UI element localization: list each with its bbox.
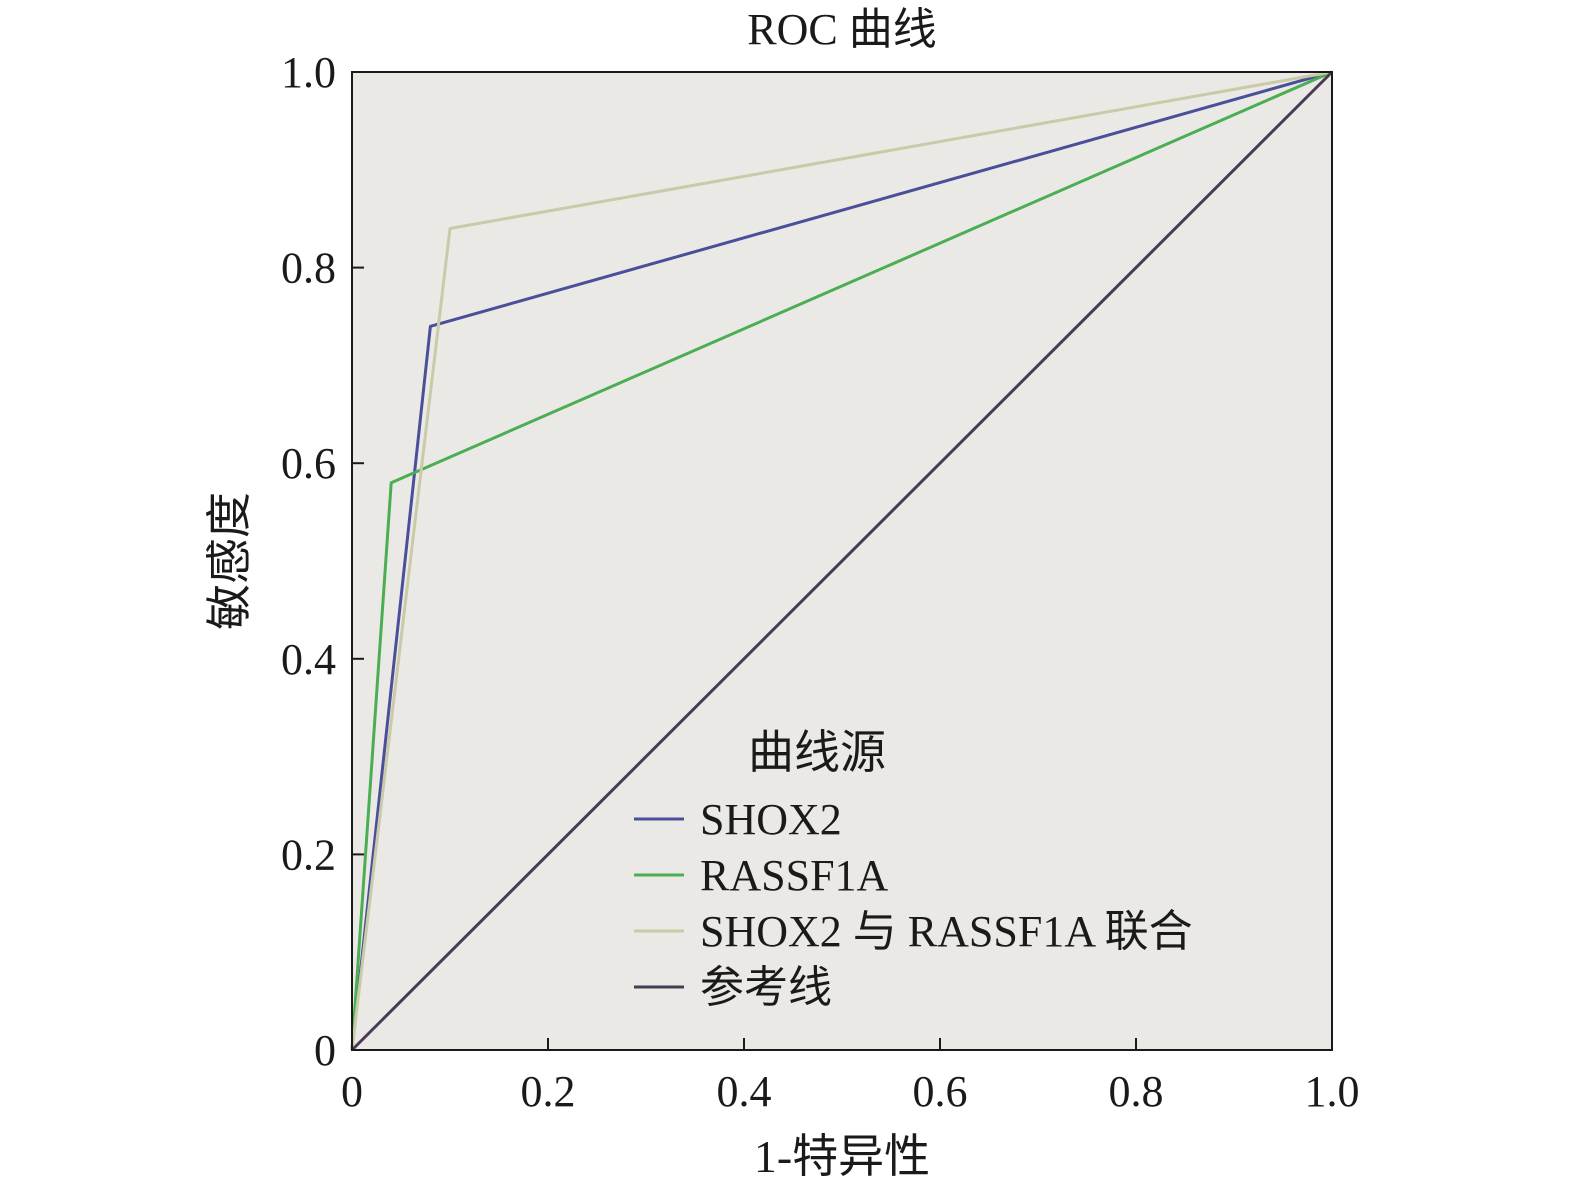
y-tick-label: 0 bbox=[314, 1026, 336, 1075]
x-tick-label: 0 bbox=[341, 1067, 363, 1116]
legend-title: 曲线源 bbox=[748, 727, 886, 778]
x-tick-label: 0.2 bbox=[521, 1067, 576, 1116]
x-tick-label: 0.4 bbox=[717, 1067, 772, 1116]
legend-label: RASSF1A bbox=[700, 851, 889, 900]
y-tick-label: 1.0 bbox=[281, 48, 336, 97]
y-tick-label: 0.2 bbox=[281, 830, 336, 879]
x-axis: 0 0.2 0.4 0.6 0.8 1.0 bbox=[341, 1038, 1360, 1116]
series-line-3 bbox=[350, 70, 1334, 1052]
x-tick-label: 0.6 bbox=[913, 1067, 968, 1116]
legend-label: SHOX2 bbox=[700, 795, 842, 844]
series-line-1 bbox=[350, 70, 1333, 1051]
y-tick-label: 0.8 bbox=[281, 244, 336, 293]
legend-label: SHOX2 与 RASSF1A 联合 bbox=[700, 907, 1193, 956]
legend-label: 参考线 bbox=[700, 963, 832, 1012]
y-tick-label: 0.4 bbox=[281, 635, 336, 684]
y-axis: 0 0.2 0.4 0.6 0.8 1.0 bbox=[281, 48, 364, 1075]
x-axis-label: 1-特异性 bbox=[754, 1131, 930, 1182]
plot-frame bbox=[351, 71, 1333, 1051]
series-layer bbox=[350, 70, 1334, 1052]
series-line-2 bbox=[350, 70, 1333, 1051]
x-tick-label: 1.0 bbox=[1305, 1067, 1360, 1116]
y-axis-label: 敏感度 bbox=[204, 492, 255, 630]
y-tick-label: 0.6 bbox=[281, 439, 336, 488]
x-tick-label: 0.8 bbox=[1109, 1067, 1164, 1116]
series-line-0 bbox=[350, 70, 1333, 1051]
chart-title: ROC 曲线 bbox=[747, 5, 936, 54]
